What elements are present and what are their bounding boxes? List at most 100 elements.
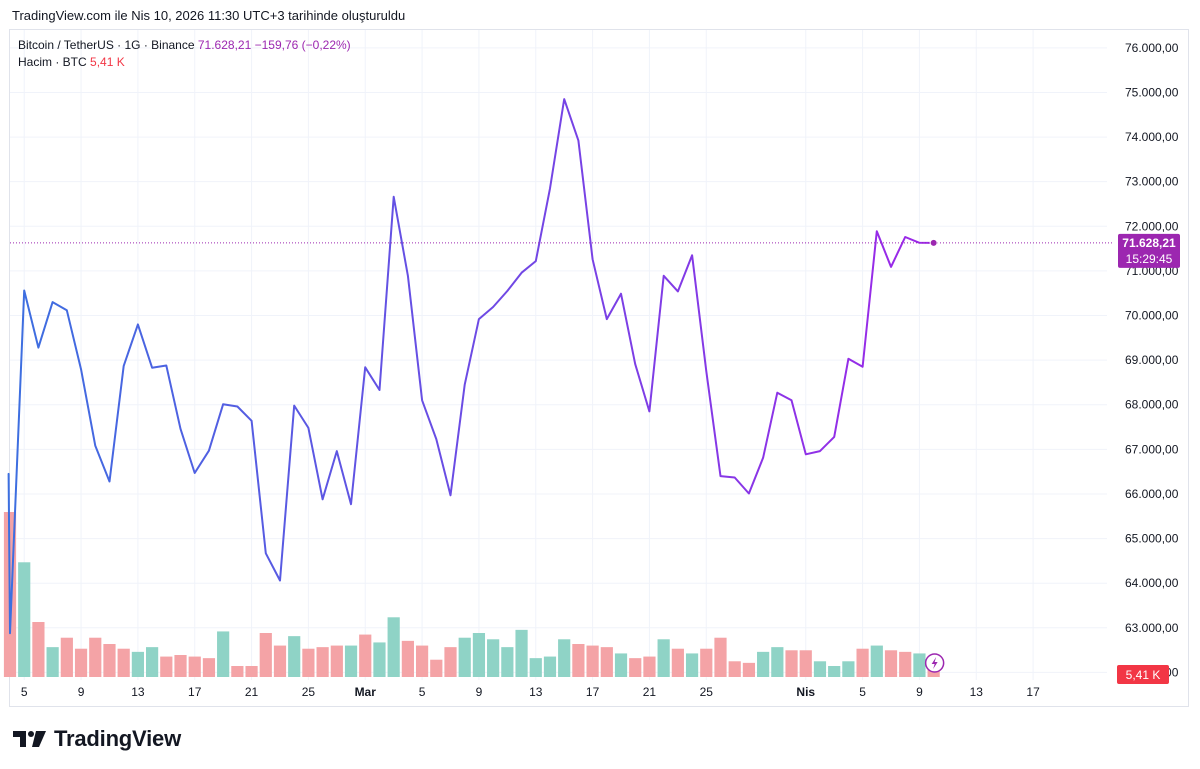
x-tick-label: Nis: [796, 685, 815, 699]
x-axis[interactable]: 5 9 13 17 21 25 Mar 5 9 13 17 21 25 Nis 5 9 13 17: [21, 685, 1040, 699]
legend-volume-row[interactable]: Hacim · BTC 5,41 K: [18, 54, 351, 71]
volume-bar: [487, 639, 500, 677]
x-tick-label: 17: [1026, 685, 1040, 699]
volume-bar: [430, 659, 443, 677]
x-tick-label: 25: [700, 685, 714, 699]
volume-bar: [742, 662, 756, 677]
volume-bar: [842, 661, 855, 677]
x-tick-label: 9: [78, 685, 85, 699]
volume-bar: [387, 617, 400, 677]
y-tick-label: 73.000,00: [1125, 175, 1179, 189]
x-tick-label: 13: [131, 685, 145, 699]
legend-volume-label: Hacim · BTC: [18, 55, 87, 69]
volume-bar: [18, 562, 31, 677]
volume-bar: [643, 656, 656, 677]
x-tick-label: 5: [21, 685, 28, 699]
volume-bar: [799, 650, 812, 677]
volume-bar: [444, 647, 457, 677]
volume-bar: [288, 636, 301, 677]
y-tick-label: 68.000,00: [1125, 398, 1179, 412]
volume-bar: [828, 666, 841, 677]
volume-bar: [472, 633, 486, 677]
last-price-dot: [929, 238, 938, 247]
x-tick-label: 5: [859, 685, 866, 699]
y-tick-label: 63.000,00: [1125, 621, 1179, 635]
tradingview-logo-icon: [13, 731, 46, 747]
y-axis[interactable]: 62.000,0063.000,0064.000,0065.000,0066.0…: [1125, 41, 1179, 680]
chart-frame: [9, 29, 1189, 707]
volume-bar: [458, 637, 471, 677]
x-tick-label: 21: [643, 685, 657, 699]
volume-bar: [273, 645, 287, 677]
legend-symbol-row[interactable]: Bitcoin / TetherUS · 1G · Binance 71.628…: [18, 37, 351, 54]
volume-bar: [160, 656, 173, 677]
volume-bar: [728, 661, 741, 677]
volume-bar: [103, 644, 116, 677]
volume-bar: [629, 658, 642, 677]
price-badge: [1118, 233, 1180, 268]
tradingview-logo[interactable]: TradingView: [12, 726, 181, 752]
y-tick-label: 65.000,00: [1125, 532, 1179, 546]
y-tick-label: 64.000,00: [1125, 576, 1179, 590]
x-tick-label: 9: [476, 685, 483, 699]
lightning-bolt: [931, 657, 938, 669]
y-tick-label: 70.000,00: [1125, 309, 1179, 323]
x-tick-label: 13: [529, 685, 543, 699]
volume-bar: [316, 647, 329, 677]
x-tick-label: 13: [970, 685, 984, 699]
volume-badge-label: 5,41 K: [1126, 668, 1161, 682]
volume-bar: [231, 666, 244, 677]
price-line: [7, 98, 935, 635]
x-tick-label: 5: [419, 685, 426, 699]
volume-bar: [870, 645, 883, 677]
volume-bar: [586, 645, 599, 677]
volume-bar: [543, 656, 557, 677]
volume-bar: [302, 648, 315, 677]
y-tick-label: 74.000,00: [1125, 130, 1179, 144]
volume-bar: [330, 645, 343, 677]
volume-bar: [89, 637, 102, 677]
volume-bars: [3, 512, 940, 677]
volume-bar: [913, 653, 926, 677]
volume-bar: [856, 648, 869, 677]
volume-bar: [685, 653, 699, 677]
legend-last-price: 71.628,21: [197, 38, 252, 52]
x-tick-label: 17: [586, 685, 600, 699]
countdown-label: 15:29:45: [1126, 252, 1173, 266]
volume-bar: [927, 668, 940, 677]
volume-bar: [899, 651, 912, 677]
volume-bar: [572, 644, 585, 677]
volume-bar: [217, 631, 230, 677]
x-tick-label: 17: [188, 685, 202, 699]
volume-bar: [373, 642, 386, 677]
y-tick-label: 75.000,00: [1125, 85, 1179, 99]
legend-change: −159,76 (−0,22%): [254, 38, 351, 52]
volume-bar: [32, 622, 45, 677]
grid-lines: [10, 30, 1107, 680]
volume-bar: [245, 666, 258, 677]
x-tick-label: 21: [245, 685, 259, 699]
chart-caption: TradingView.com ile Nis 10, 2026 11:30 U…: [12, 8, 406, 23]
volume-bar: [813, 661, 827, 677]
volume-bar: [131, 651, 144, 677]
chart-legend: Bitcoin / TetherUS · 1G · Binance 71.628…: [18, 37, 351, 71]
volume-bar: [202, 658, 216, 677]
y-tick-label: 66.000,00: [1125, 487, 1179, 501]
volume-bar: [714, 637, 727, 677]
y-tick-label: 76.000,00: [1125, 41, 1179, 55]
volume-bar: [46, 647, 59, 677]
volume-bar: [600, 647, 613, 677]
y-tick-label: 69.000,00: [1125, 353, 1179, 367]
y-tick-label: 72.000,00: [1125, 219, 1179, 233]
volume-bar: [700, 648, 713, 677]
y-tick-label: 67.000,00: [1125, 442, 1179, 456]
price-line-layer: [7, 98, 1112, 635]
x-tick-label: 9: [916, 685, 923, 699]
legend-volume-value: 5,41 K: [90, 55, 125, 69]
price-badges: 71.628,21 15:29:45 5,41 K: [924, 233, 1180, 684]
price-badge-label: 71.628,21: [1122, 236, 1176, 250]
volume-bar: [529, 658, 542, 677]
volume-bar: [415, 645, 429, 677]
volume-bar: [501, 647, 514, 677]
